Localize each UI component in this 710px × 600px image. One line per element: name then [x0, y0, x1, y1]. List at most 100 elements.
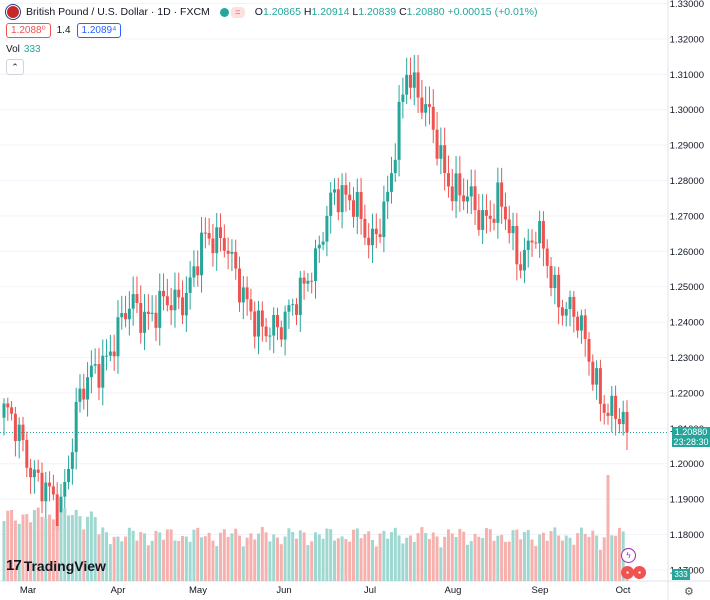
volume-bar — [158, 532, 162, 581]
candle-body — [519, 264, 523, 271]
volume-bar — [329, 529, 333, 581]
candle-body — [226, 250, 230, 254]
candle-body — [143, 311, 147, 333]
candle-body — [465, 196, 469, 202]
volume-bar — [572, 544, 576, 581]
volume-bar — [188, 541, 192, 581]
candle-body — [215, 227, 219, 254]
volume-bar — [306, 545, 310, 581]
volume-bar — [207, 532, 211, 581]
candle-body — [124, 313, 128, 320]
candle-body — [564, 309, 568, 316]
volume-bar — [97, 534, 101, 581]
candle-body — [13, 413, 17, 441]
volume-bar — [481, 538, 485, 581]
x-tick-label: Aug — [445, 585, 462, 596]
volume-bar — [82, 529, 86, 581]
candle-body — [344, 185, 348, 195]
volume-bar — [272, 534, 276, 581]
volume-bar — [55, 526, 59, 581]
open-value: 1.20865 — [262, 6, 301, 18]
volume-bar — [348, 541, 352, 581]
volume-bar — [462, 531, 466, 581]
buy-button[interactable]: 1.2089⁴ — [76, 23, 122, 38]
volume-bar — [146, 545, 150, 581]
volume-bar — [614, 535, 618, 581]
volume-bar — [25, 514, 29, 581]
candle-body — [89, 365, 93, 378]
candle-body — [606, 412, 610, 416]
volume-bar — [591, 530, 595, 581]
volume-bar — [131, 530, 135, 581]
high-value: 1.20914 — [311, 6, 350, 18]
volume-bar — [276, 537, 280, 581]
us-event-icon[interactable]: ▪ — [621, 566, 634, 579]
volume-bar — [325, 528, 329, 581]
volume-bar — [181, 535, 185, 581]
spread-value: 1.4 — [56, 25, 71, 36]
volume-bar — [249, 533, 253, 581]
collapse-legend-button[interactable]: ⌃ — [6, 59, 24, 75]
candle-body — [549, 265, 553, 288]
volume-bar — [564, 535, 568, 581]
candle-body — [200, 232, 204, 276]
volume-bar — [32, 510, 36, 581]
candle-body — [127, 308, 131, 320]
candle-body — [431, 106, 435, 130]
candle-body — [576, 316, 580, 331]
candle-body — [329, 192, 333, 216]
x-tick-label: Jun — [276, 585, 291, 596]
volume-bar — [606, 475, 610, 581]
candle-body — [74, 401, 78, 453]
volume-bar — [264, 532, 268, 581]
symbol-legend: British Pound / U.S. Dollar · 1D · FXCM … — [6, 5, 537, 19]
candle-body — [173, 289, 177, 311]
volume-bar — [541, 532, 545, 581]
candle-body — [78, 388, 82, 402]
tradingview-logo[interactable]: 17 TradingView — [6, 557, 106, 574]
volume-bar — [332, 540, 336, 581]
candle-body — [207, 233, 211, 239]
candle-body — [192, 266, 196, 278]
volume-bar — [241, 546, 245, 581]
volume-bar — [203, 536, 207, 581]
volume-bar — [393, 527, 397, 581]
y-tick-label: 1.32000 — [670, 34, 704, 45]
candle-body — [397, 101, 401, 160]
volume-bar — [173, 540, 177, 581]
candle-body — [253, 311, 257, 337]
lightning-event-icon[interactable]: ϟ — [621, 548, 636, 563]
symbol-title[interactable]: British Pound / U.S. Dollar · 1D · FXCM — [26, 6, 210, 18]
volume-bar — [416, 533, 420, 581]
volume-bar — [257, 533, 261, 581]
market-status[interactable]: = — [219, 6, 245, 18]
candle-body — [184, 292, 188, 316]
candle-body — [139, 303, 143, 333]
volume-bar — [458, 528, 462, 581]
candle-body — [481, 210, 485, 230]
candle-body — [196, 266, 200, 276]
compare-icon[interactable]: = — [230, 6, 245, 18]
candle-body — [93, 364, 97, 366]
x-tick-label: Apr — [111, 585, 126, 596]
volume-bar — [245, 537, 249, 581]
candle-body — [450, 186, 454, 202]
candle-body — [321, 241, 325, 245]
volume-bar — [454, 537, 458, 581]
candle-body — [120, 313, 124, 318]
volume-bar — [538, 534, 542, 581]
candle-body — [545, 248, 549, 266]
volume-bar — [397, 535, 401, 581]
volume-bar — [408, 535, 412, 581]
volume-bar — [120, 541, 124, 581]
last-price-value: 1.20880 — [674, 427, 708, 437]
us-event-icon[interactable]: ▪ — [633, 566, 646, 579]
volume-bar — [63, 508, 67, 581]
volume-bar — [219, 532, 223, 581]
candle-body — [86, 377, 90, 400]
volume-tag: 333 — [672, 569, 690, 580]
sell-button[interactable]: 1.2088⁰ — [6, 23, 51, 38]
settings-gear-icon[interactable]: ⚙ — [684, 586, 694, 598]
